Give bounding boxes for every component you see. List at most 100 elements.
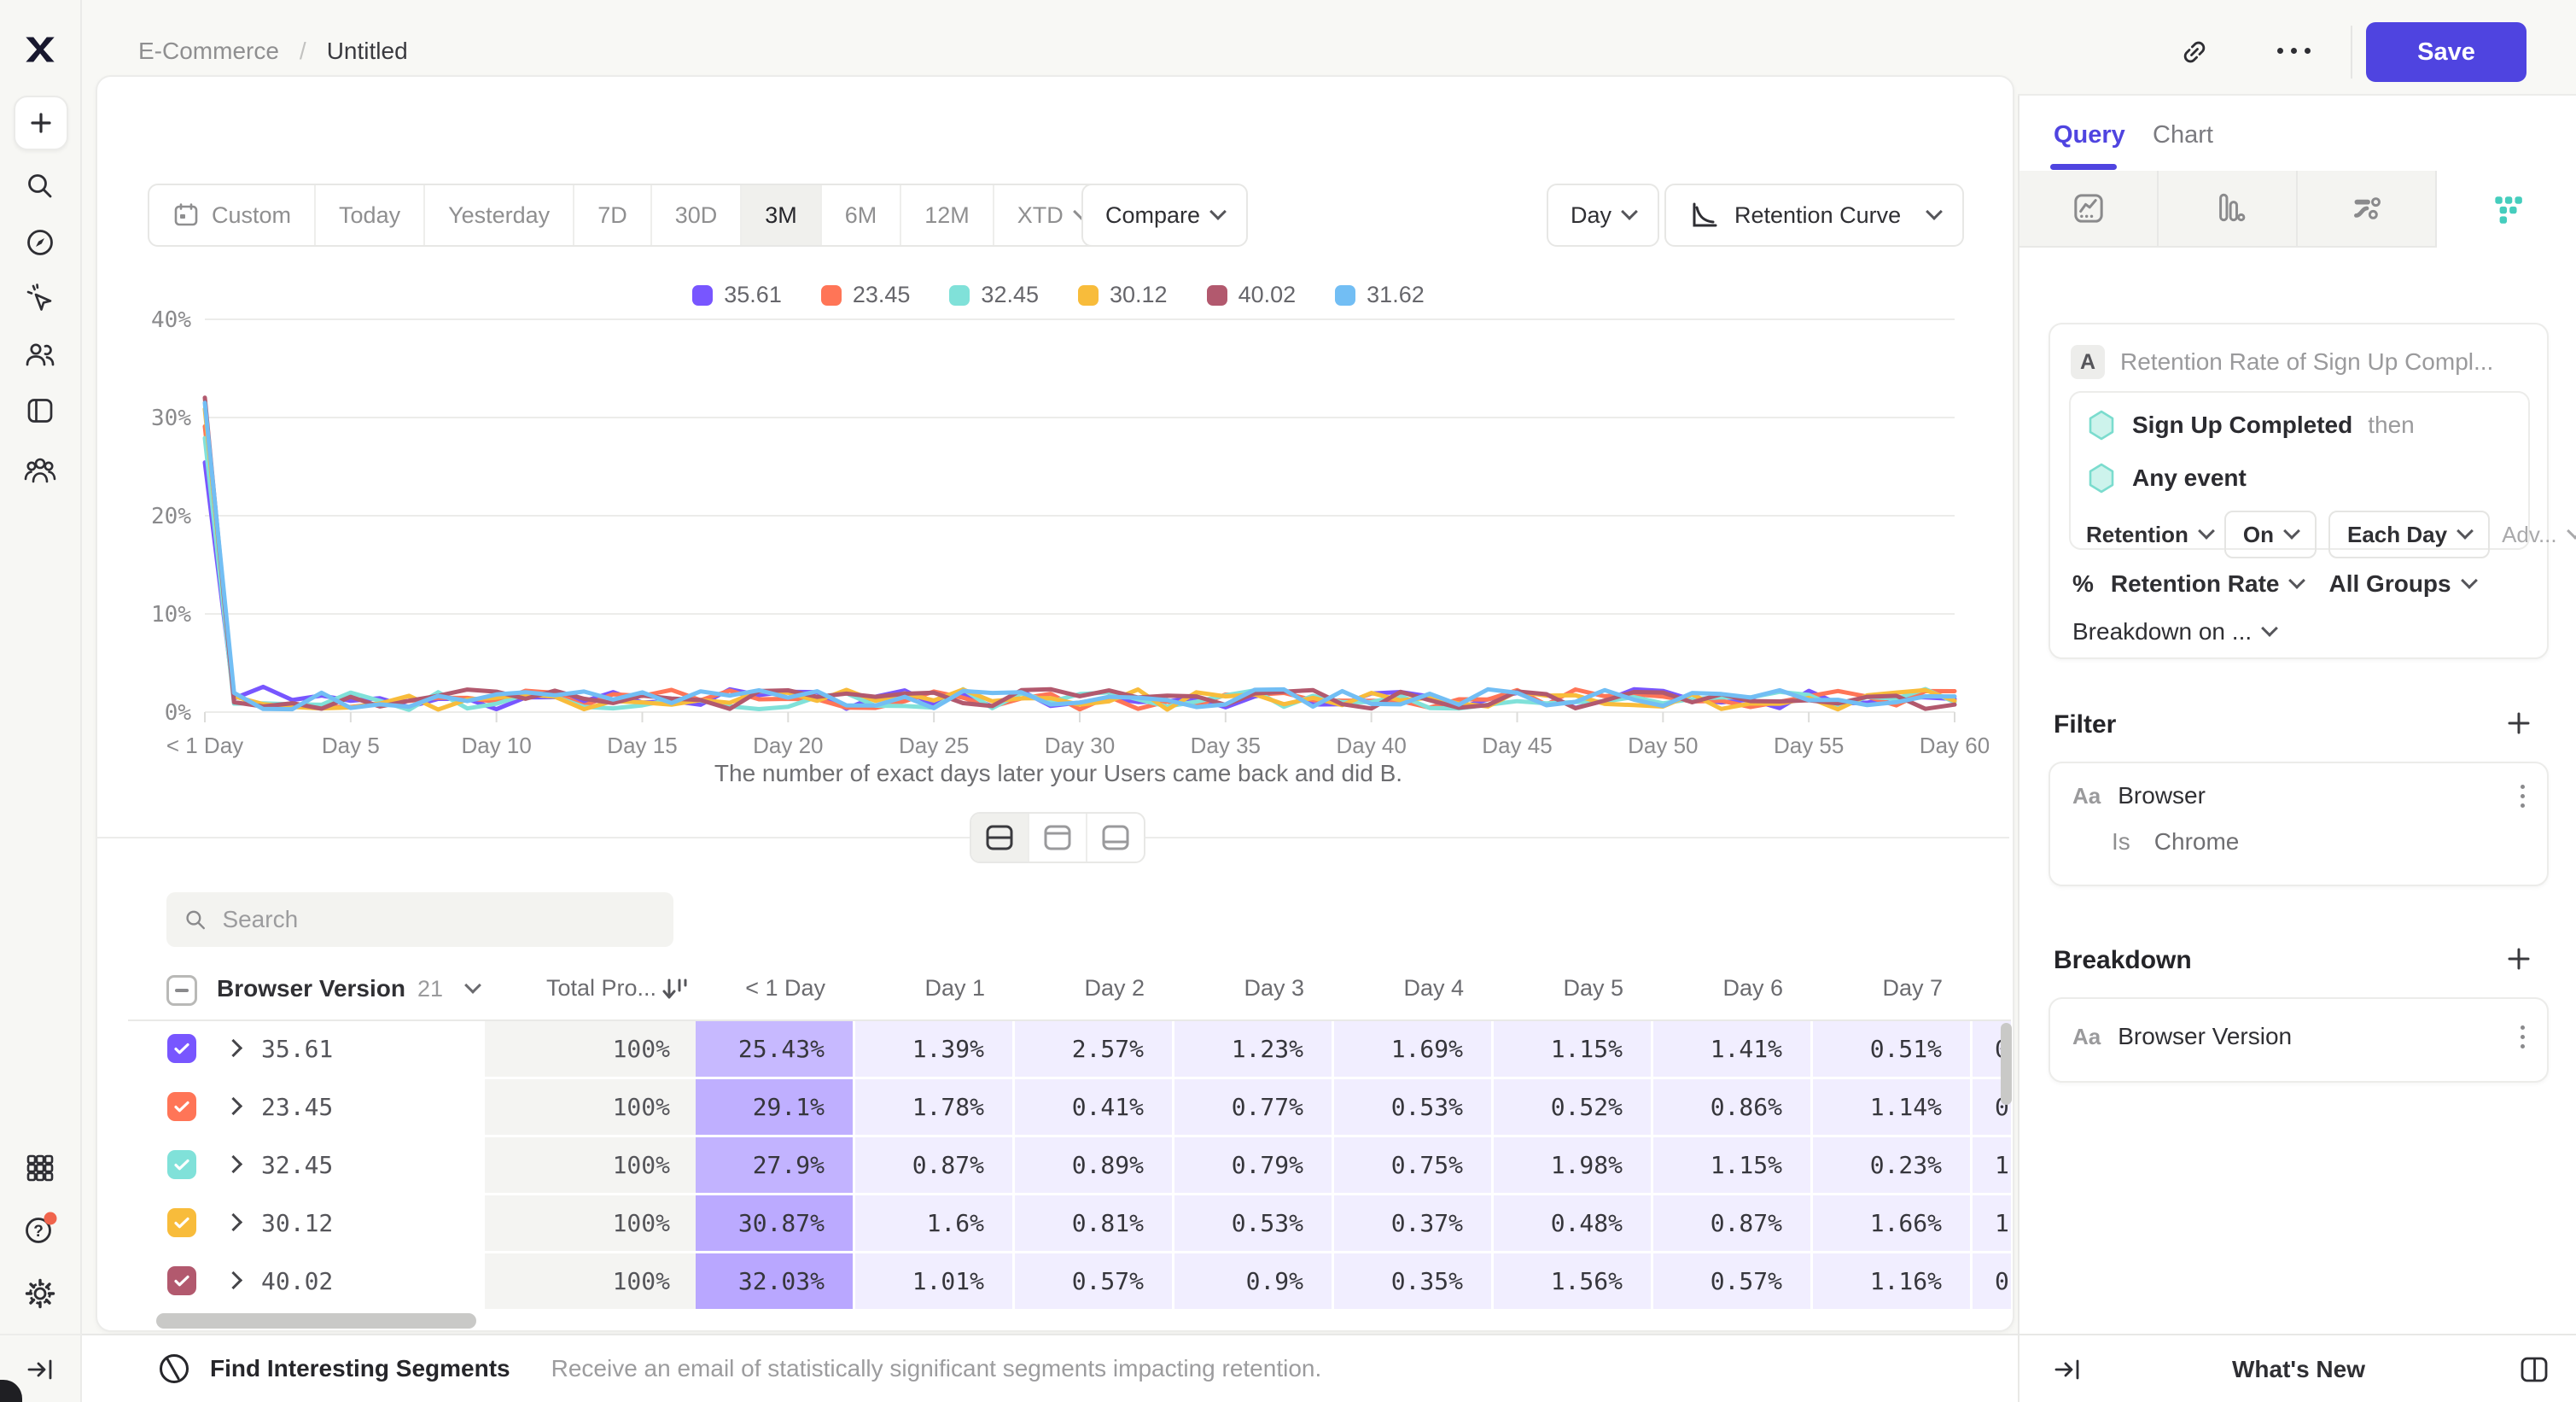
save-button[interactable]: Save (2366, 22, 2526, 82)
filter-value[interactable]: Chrome (2153, 828, 2240, 855)
horizontal-scrollbar[interactable] (156, 1313, 476, 1329)
day-column-header[interactable]: Day 7 (1882, 975, 1943, 1001)
row-checkbox[interactable] (167, 1034, 196, 1063)
day-column-header[interactable]: Day 3 (1244, 975, 1304, 1001)
whats-new-link[interactable]: What's New (2231, 1356, 2365, 1382)
legend-item[interactable]: 23.45 (820, 282, 910, 308)
filter-property[interactable]: Browser (2118, 782, 2206, 809)
range-7d[interactable]: 7D (573, 185, 650, 245)
breadcrumb-parent[interactable]: E-Commerce (138, 38, 279, 64)
day-column-header[interactable]: < 1 Day (745, 975, 825, 1001)
collapse-sidebar-icon[interactable] (0, 1354, 80, 1385)
range-6m[interactable]: 6M (819, 185, 900, 245)
row-checkbox[interactable] (167, 1150, 196, 1179)
on-dropdown[interactable]: On (2223, 511, 2317, 558)
row-checkbox[interactable] (167, 1092, 196, 1121)
discover-compass-icon[interactable] (0, 227, 80, 258)
day-column-header[interactable]: Day 1 (924, 975, 985, 1001)
day-column-header[interactable]: Day 5 (1563, 975, 1623, 1001)
search-nav-icon[interactable] (0, 171, 80, 202)
users-nav-icon[interactable] (0, 339, 80, 370)
row-checkbox[interactable] (167, 1208, 196, 1237)
mixpanel-logo-icon[interactable] (0, 32, 80, 67)
range-yesterday[interactable]: Yesterday (423, 185, 573, 245)
advanced-dropdown[interactable]: Adv... (2502, 522, 2576, 548)
value-cell: 1.66% (1813, 1195, 1970, 1251)
range-12m[interactable]: 12M (900, 185, 993, 245)
value-cell: 0.57% (1015, 1253, 1172, 1309)
boards-nav-icon[interactable] (0, 395, 80, 426)
plus-icon (31, 113, 51, 133)
layout-columns-icon[interactable] (2518, 1354, 2550, 1391)
apps-grid-icon[interactable] (0, 1153, 80, 1183)
chart-type-button[interactable]: Retention Curve (1664, 184, 1965, 247)
sort-icon[interactable] (660, 975, 689, 1010)
view-split-button[interactable] (971, 814, 1028, 862)
breakdown-on-dropdown[interactable]: Breakdown on ... (2072, 618, 2279, 646)
breadcrumb-current[interactable]: Untitled (326, 38, 408, 64)
return-event-row[interactable]: Any event (2086, 459, 2513, 497)
view-table-only-button[interactable] (1086, 814, 1144, 862)
retention-type-dropdown[interactable]: Retention (2086, 522, 2215, 548)
report-retention-button[interactable] (2437, 171, 2576, 248)
vertical-scrollbar[interactable] (2001, 1023, 2012, 1105)
ai-sparkle-cursor-icon[interactable] (0, 283, 80, 313)
create-new-button[interactable] (14, 96, 68, 150)
legend-item[interactable]: 30.12 (1078, 282, 1168, 308)
svg-text:Day 60: Day 60 (1920, 733, 1989, 758)
cohorts-nav-icon[interactable] (0, 454, 80, 487)
topbar-divider (2351, 26, 2352, 79)
tab-chart[interactable]: Chart (2153, 121, 2213, 149)
help-icon[interactable]: ? (0, 1211, 80, 1247)
total-column-header[interactable]: Total Pro... (545, 975, 656, 1001)
range-custom[interactable]: Custom (149, 185, 314, 245)
legend-item[interactable]: 31.62 (1335, 282, 1425, 308)
tab-query[interactable]: Query (2054, 121, 2125, 149)
step-title[interactable]: Retention Rate of Sign Up Compl... (2120, 348, 2494, 375)
legend-item[interactable]: 40.02 (1206, 282, 1296, 308)
event-hexagon-icon (2089, 463, 2114, 494)
filter-operator[interactable]: Is (2112, 828, 2130, 855)
measure-dropdown[interactable]: Retention Rate (2111, 570, 2306, 598)
total-cell: 100% (485, 1137, 696, 1193)
value-cell: 1.6% (855, 1195, 1012, 1251)
filter-kebab-icon[interactable] (2521, 784, 2525, 808)
range-xtd[interactable]: XTD (992, 185, 1110, 245)
value-cell: 0.41% (1015, 1079, 1172, 1135)
range-30d[interactable]: 30D (650, 185, 741, 245)
more-options-icon[interactable] (2277, 48, 2311, 54)
groups-dropdown[interactable]: All Groups (2328, 570, 2478, 598)
legend-item[interactable]: 32.45 (949, 282, 1039, 308)
value-cell: 0.57% (1653, 1253, 1810, 1309)
report-funnels-button[interactable] (2159, 171, 2298, 248)
view-chart-only-button[interactable] (1028, 814, 1086, 862)
collapse-panel-icon[interactable] (2052, 1354, 2083, 1391)
day-column-header[interactable]: Day 4 (1403, 975, 1464, 1001)
value-cell: 1.01% (855, 1253, 1012, 1309)
day-column-header[interactable]: Day 6 (1722, 975, 1783, 1001)
search-input[interactable] (220, 905, 656, 934)
breakdown-kebab-icon[interactable] (2521, 1025, 2525, 1049)
compare-button[interactable]: Compare (1081, 184, 1249, 247)
range-3m[interactable]: 3M (740, 185, 820, 245)
interval-dropdown[interactable]: Each Day (2328, 511, 2491, 558)
share-link-icon[interactable] (2178, 36, 2211, 74)
breakdown-property[interactable]: Browser Version (2118, 1023, 2293, 1049)
row-checkbox[interactable] (167, 1266, 196, 1295)
filter-card[interactable]: Aa Browser Is Chrome (2049, 762, 2549, 886)
segments-title[interactable]: Find Interesting Segments (210, 1355, 510, 1382)
granularity-button[interactable]: Day (1547, 184, 1660, 247)
breakdown-card[interactable]: Aa Browser Version (2049, 997, 2549, 1083)
born-event-row[interactable]: Sign Up Completed then (2086, 406, 2513, 444)
group-column-header[interactable]: Browser Version 21 (217, 975, 481, 1002)
select-all-checkbox[interactable] (166, 975, 197, 1006)
report-insights-button[interactable] (2019, 171, 2159, 248)
legend-item[interactable]: 35.61 (692, 282, 782, 308)
report-flows-button[interactable] (2298, 171, 2437, 248)
add-breakdown-button[interactable] (2504, 944, 2533, 979)
settings-gear-icon[interactable] (0, 1277, 80, 1310)
add-filter-button[interactable] (2504, 709, 2533, 744)
value-cell: 32.03% (696, 1253, 853, 1309)
range-today[interactable]: Today (314, 185, 423, 245)
day-column-header[interactable]: Day 2 (1084, 975, 1145, 1001)
